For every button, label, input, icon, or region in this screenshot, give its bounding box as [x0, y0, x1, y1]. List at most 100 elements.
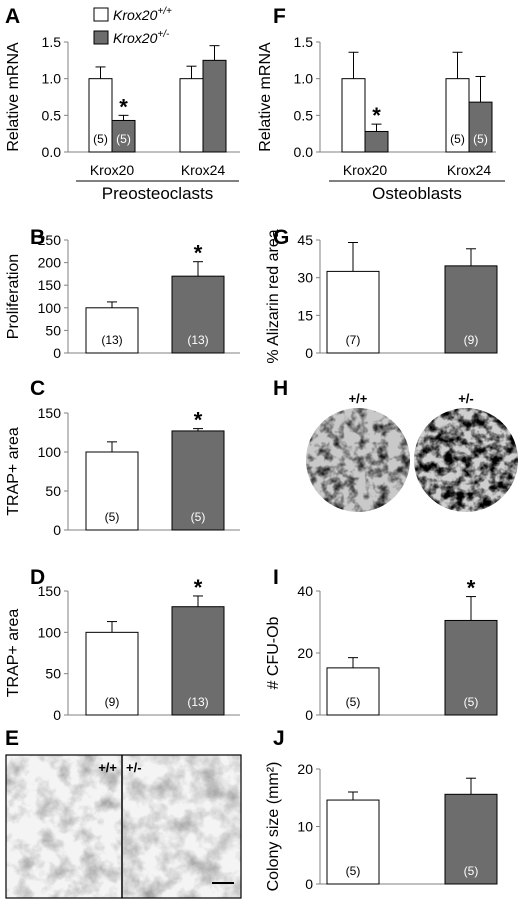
micrograph-e: +/+ +/- [5, 754, 242, 899]
group-label-f: Osteoblasts [372, 184, 462, 203]
well-wt-texture [306, 408, 410, 512]
y-tick-label-c: 150 [38, 405, 62, 421]
n-label-c: (5) [105, 510, 120, 524]
y-axis-label-g: % Alizarin red area [265, 229, 282, 363]
y-tick-label-j: 20 [297, 761, 313, 777]
panel-label-f: F [273, 5, 286, 28]
chart-c: 0 50 100 150 TRAP+ area (5) (5) * [5, 405, 240, 538]
significance-star-c: * [194, 408, 203, 433]
x-category-label-a: Krox24 [181, 162, 226, 178]
y-tick-label-d: 0 [53, 707, 61, 723]
n-label-b: (13) [187, 333, 208, 347]
y-tick-label-d: 50 [45, 666, 61, 682]
legend-wt-base: Krox20 [113, 7, 158, 23]
x-category-label-a: Krox20 [90, 162, 135, 178]
y-tick-label-b: 50 [45, 322, 61, 338]
y-tick-label-a: 0.0 [42, 144, 62, 160]
y-tick-label-f: 1.0 [294, 71, 314, 87]
y-tick-label-b: 150 [38, 277, 62, 293]
panel-label-g: G [273, 226, 289, 249]
legend-label-wt: Krox20+/+ [113, 6, 172, 23]
panel-label-a: A [5, 5, 20, 28]
well-wt-label: +/+ [349, 391, 368, 406]
micrograph-e-wt-texture [6, 755, 121, 898]
y-axis-label-f: Relative mRNA [257, 42, 274, 152]
n-label-i: (5) [464, 695, 479, 709]
y-axis-label-c: TRAP+ area [5, 427, 22, 516]
y-tick-label-c: 0 [53, 522, 61, 538]
bar-j-het-0 [444, 793, 498, 885]
y-tick-label-i: 0 [305, 707, 313, 723]
n-label-g: (9) [464, 333, 479, 347]
panel-label-h: H [273, 377, 288, 400]
legend-label-het: Krox20+/- [113, 29, 170, 46]
n-label-f: (5) [473, 132, 488, 146]
n-label-j: (5) [346, 864, 361, 878]
y-axis-label-j: Colony size (mm²) [265, 762, 282, 892]
n-label-a: (5) [116, 132, 131, 146]
n-label-d: (13) [187, 695, 208, 709]
legend-swatch-het [93, 30, 109, 45]
chart-b: 0 50 100 150 200 250 Proliferation (13) (13) * [5, 232, 240, 361]
chart-f: 0.0 0.5 1.0 1.5 Relative mRNA * Krox20 (5) (5) Kr… [257, 34, 505, 203]
y-axis-label-b: Proliferation [5, 254, 22, 339]
micrograph-h: +/+ +/- [306, 391, 518, 512]
well-het-label: +/- [458, 391, 474, 406]
bar-f-wt-0 [341, 78, 366, 153]
legend-het-base: Krox20 [113, 30, 158, 46]
y-tick-label-b: 0 [53, 345, 61, 361]
significance-star-a: * [119, 94, 128, 119]
x-category-label-f: Krox24 [447, 162, 492, 178]
well-het-texture [414, 408, 518, 512]
micrograph-e-het-label: +/- [126, 760, 142, 775]
micrograph-e-wt-label: +/+ [98, 760, 117, 775]
bar-f-het-0 [364, 130, 389, 153]
y-axis-label-d: TRAP+ area [5, 609, 22, 698]
y-tick-label-g: 45 [297, 232, 313, 248]
y-tick-label-g: 15 [297, 307, 313, 323]
chart-d: 0 50 100 150 TRAP+ area (9) (13) * [5, 575, 240, 723]
x-category-label-f: Krox20 [343, 162, 388, 178]
bar-c-wt-0 [85, 451, 139, 531]
n-label-d: (9) [105, 695, 120, 709]
n-label-a: (5) [93, 132, 108, 146]
panel-label-i: I [273, 566, 279, 589]
bar-g-wt-0 [326, 270, 380, 354]
legend-wt-sup: +/+ [157, 6, 172, 17]
panel-label-d: D [30, 566, 45, 589]
bar-a-wt-1 [179, 78, 204, 153]
micrograph-e-het-texture [123, 755, 241, 898]
y-tick-label-i: 40 [297, 583, 313, 599]
y-tick-label-b: 200 [38, 255, 62, 271]
y-tick-label-c: 100 [38, 444, 62, 460]
y-tick-label-c: 50 [45, 483, 61, 499]
bar-j-wt-0 [326, 799, 380, 885]
y-tick-label-j: 0 [305, 876, 313, 892]
n-label-b: (13) [101, 333, 122, 347]
y-tick-label-d: 150 [38, 583, 62, 599]
panel-label-e: E [5, 727, 19, 750]
y-tick-label-f: 1.5 [294, 34, 314, 50]
legend: Krox20+/+ Krox20+/- [93, 6, 172, 46]
bar-c-het-0 [171, 430, 225, 531]
n-label-j: (5) [464, 864, 479, 878]
bar-d-wt-0 [85, 631, 139, 716]
chart-i: 0 20 40 # CFU-Ob (5) (5) * [265, 576, 498, 723]
significance-star-d: * [194, 575, 203, 600]
n-label-c: (5) [191, 510, 206, 524]
legend-swatch-wt [93, 7, 109, 22]
legend-het-sup: +/- [157, 29, 170, 40]
significance-star-i: * [467, 576, 476, 601]
y-tick-label-j: 10 [297, 819, 313, 835]
y-axis-label-i: # CFU-Ob [265, 616, 282, 689]
n-label-g: (7) [346, 333, 361, 347]
y-tick-label-f: 0.5 [294, 107, 314, 123]
y-tick-label-b: 100 [38, 300, 62, 316]
y-tick-label-b: 250 [38, 232, 62, 248]
y-tick-label-f: 0.0 [294, 144, 314, 160]
y-tick-label-i: 20 [297, 645, 313, 661]
panel-label-b: B [30, 226, 45, 249]
significance-star-f: * [372, 103, 381, 128]
panel-label-c: C [30, 377, 45, 400]
